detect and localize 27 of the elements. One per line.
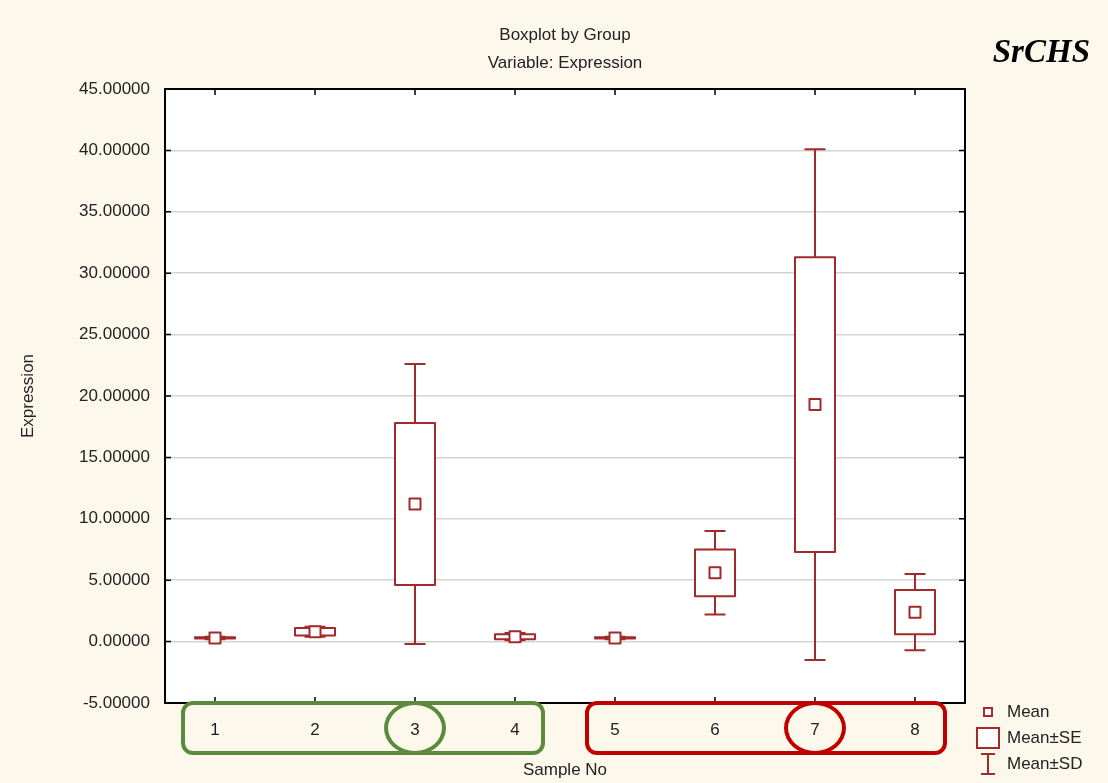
x-tick-label: 6 [710, 719, 720, 739]
x-tick-label: 5 [610, 719, 620, 739]
y-tick-label: 20.00000 [79, 385, 150, 405]
chart-subtitle: Variable: Expression [487, 52, 643, 72]
x-tick-label: 2 [310, 719, 320, 739]
y-tick-label: 10.00000 [79, 508, 150, 528]
text: Mean [1007, 702, 1050, 722]
x-tick-label: 4 [510, 719, 520, 739]
y-tick-label: 15.00000 [79, 447, 150, 467]
x-tick-label: 1 [210, 719, 220, 739]
y-tick-label: 30.00000 [79, 262, 150, 282]
text: Mean±SE [1007, 728, 1082, 748]
x-tick-label: 3 [410, 719, 420, 739]
y-tick-label: 5.00000 [88, 569, 150, 589]
y-axis-title: Expression [17, 353, 37, 439]
x-tick-label: 7 [810, 719, 820, 739]
y-tick-label: 25.00000 [79, 324, 150, 344]
x-tick-label: 8 [910, 719, 920, 739]
chart-title: Boxplot by Group [499, 24, 631, 44]
x-axis-title: Sample No [522, 760, 608, 780]
text: SrCHS [992, 32, 1090, 69]
y-tick-label: 35.00000 [79, 201, 150, 221]
y-tick-label: -5.00000 [82, 692, 150, 712]
text: Mean±SD [1007, 754, 1083, 774]
y-tick-label: 40.00000 [79, 140, 150, 160]
y-tick-label: 0.00000 [88, 631, 150, 651]
y-tick-label: 45.00000 [79, 78, 150, 98]
